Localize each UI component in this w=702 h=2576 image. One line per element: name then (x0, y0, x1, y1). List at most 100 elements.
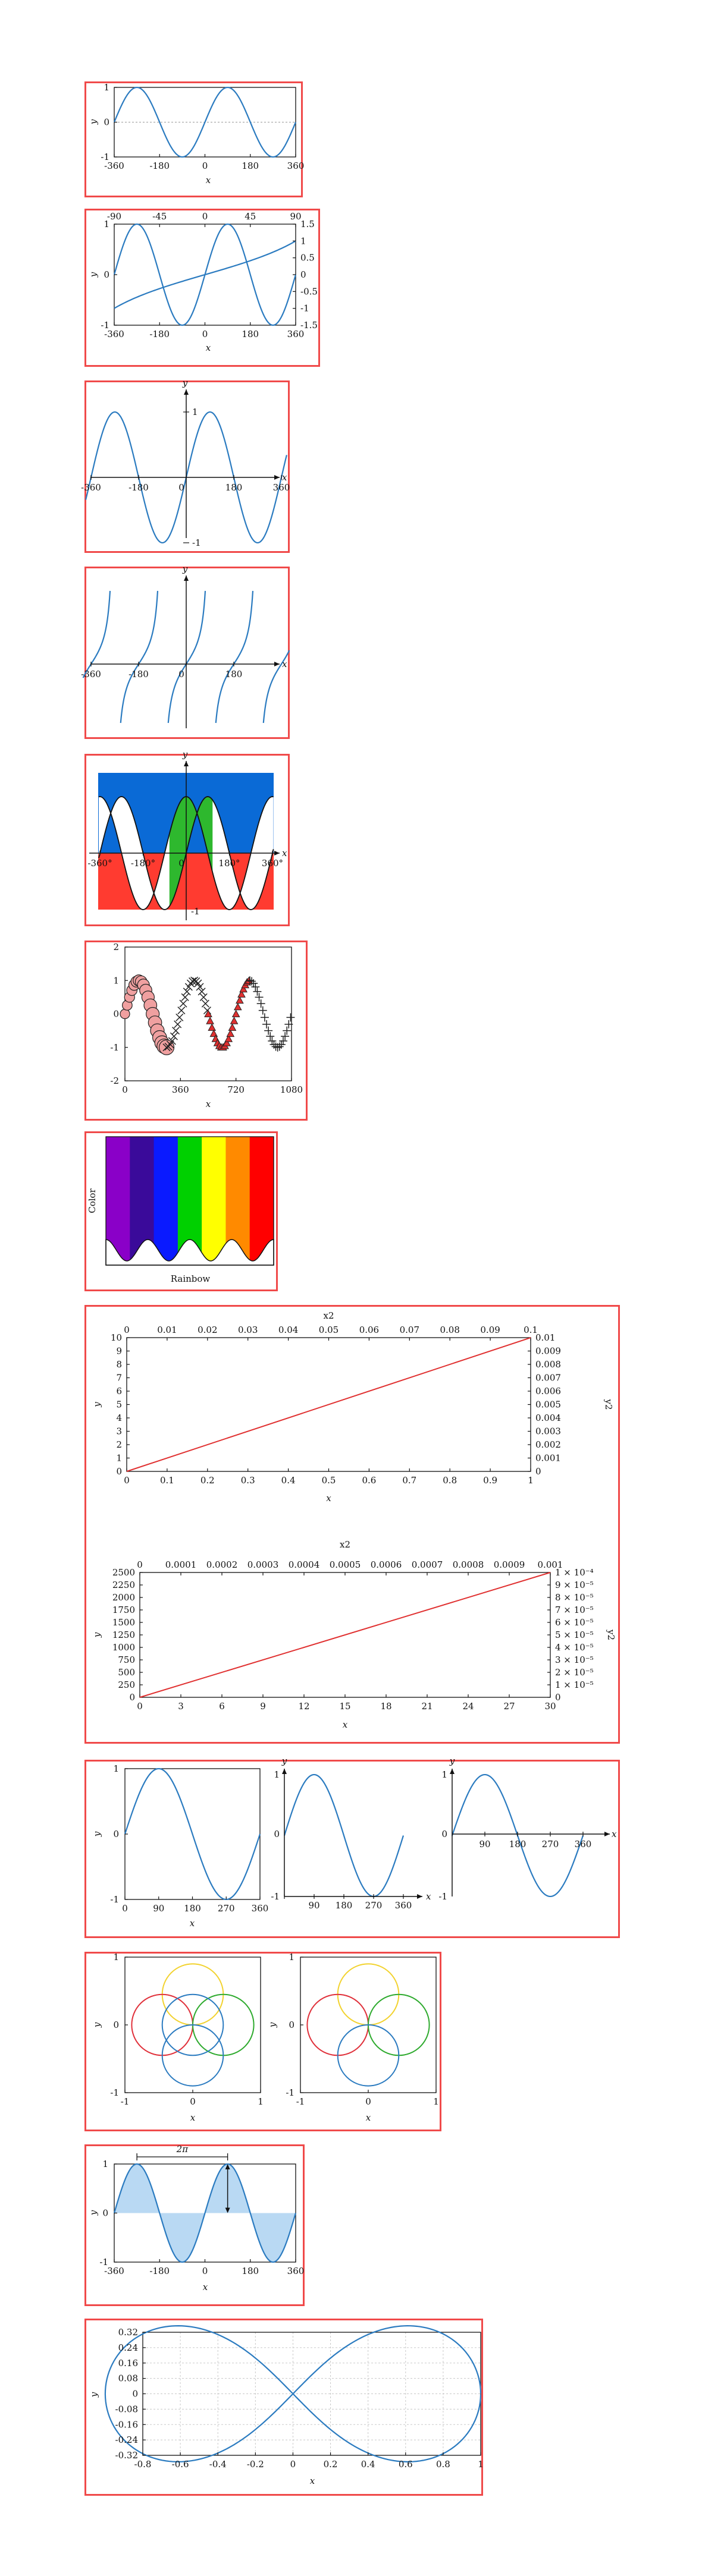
tick-label: -1 (438, 1891, 447, 1902)
amplitude-arrowhead-bottom (225, 2207, 230, 2213)
tick-label: -1 (110, 1894, 119, 1905)
tick-label: -1 (286, 2087, 294, 2098)
y2-tick-label: 5 × 10⁻⁵ (555, 1630, 594, 1640)
tick-label: -0.6 (172, 2459, 189, 2470)
triangle-marker (226, 1029, 235, 1037)
circle-shape (337, 2024, 400, 2087)
x2-tick-label: 0.1 (524, 1325, 538, 1335)
tick-label: 0.3 (241, 1475, 255, 1486)
circle-shape (161, 1993, 224, 2056)
x2-tick-label: 0.01 (157, 1325, 177, 1335)
y2-tick-label: 0.001 (535, 1453, 561, 1464)
x2-tick-label: 0.0005 (330, 1559, 361, 1570)
y2-tick-label: -1.5 (300, 320, 318, 331)
panel-lemniscate (84, 2319, 483, 2496)
tick-label: -180 (149, 2266, 170, 2276)
tick-label: -1 (191, 906, 200, 917)
y-axis-label: y (281, 1756, 287, 1766)
linear-series (139, 1572, 551, 1698)
x2-tick-label: -90 (107, 211, 121, 222)
tick-label: 0 (202, 2266, 208, 2276)
panel-sine-centered (84, 380, 290, 553)
tick-label: 1 (289, 1952, 294, 1962)
cross-marker (170, 1032, 178, 1040)
y2-tick-label: 6 × 10⁻⁵ (555, 1617, 594, 1628)
x2-tick-label: 0.02 (198, 1325, 217, 1335)
tick-label: 0 (124, 1475, 130, 1486)
y2-tick-label: -0.5 (300, 286, 318, 297)
linear-series (126, 1337, 531, 1472)
x2-axis-label: x2 (340, 1539, 350, 1550)
y2-tick-label: 1 × 10⁻⁴ (555, 1567, 594, 1578)
x-axis-label: x (206, 175, 211, 185)
y-axis-label: y (88, 119, 99, 125)
tick-label: 0 (122, 1084, 128, 1095)
y-axis-label: y (89, 2392, 99, 2398)
x-axis-label: x (343, 1719, 348, 1730)
tangent-branch (82, 590, 111, 678)
tick-label: 0.2 (324, 2459, 338, 2470)
y-axis-label: y (88, 272, 99, 278)
cross-marker (199, 993, 208, 1001)
sine-curve-framed (124, 1767, 261, 1901)
triangle-marker (228, 1023, 237, 1031)
tick-label: 9 (260, 1701, 266, 1712)
tick-label: 180 (225, 669, 243, 680)
tick-label: 0.24 (118, 2342, 138, 2353)
tick-label: 1 (116, 1453, 122, 1464)
tick-label: 3 (178, 1701, 184, 1712)
y2-tick-label: 0.01 (535, 1332, 555, 1343)
tick-label: 0.8 (436, 2459, 450, 2470)
tick-label: 1 (258, 2096, 264, 2107)
triangle-marker (231, 1009, 240, 1017)
circle-shape (306, 1993, 369, 2056)
tick-label: 0.16 (118, 2358, 138, 2369)
x2-tick-label: 0 (124, 1325, 130, 1335)
tick-label: 0 (116, 1466, 122, 1477)
tick-label: 720 (227, 1084, 245, 1095)
tick-label: 180 (225, 482, 243, 493)
tick-label: 0 (129, 1692, 135, 1703)
x2-axis-label: x2 (323, 1310, 334, 1321)
period-annotation: 2π (176, 2144, 189, 2154)
sine-curve (113, 86, 297, 158)
tick-label: 90 (308, 1900, 319, 1911)
tick-label: -360 (104, 329, 124, 339)
tick-label: -180 (149, 329, 170, 339)
tick-label: 1 (478, 2459, 484, 2470)
tick-label: -0.2 (247, 2459, 264, 2470)
tick-label: 0 (113, 2020, 119, 2030)
y-axis-arrow (184, 575, 189, 581)
y2-tick-label: 9 × 10⁻⁵ (555, 1580, 594, 1590)
tick-label: 27 (503, 1701, 515, 1712)
y-axis-label: y (182, 749, 188, 760)
x-axis-arrow (274, 851, 280, 855)
y2-tick-label: 0.009 (535, 1346, 561, 1357)
tick-label: -0.32 (115, 2450, 138, 2461)
x2-tick-label: 0.001 (538, 1559, 563, 1570)
tick-label: 0.4 (281, 1475, 296, 1486)
tick-label: 0.32 (118, 2327, 138, 2338)
tick-label: 18 (380, 1701, 391, 1712)
tick-label: 750 (118, 1655, 135, 1665)
cross-marker (174, 1020, 182, 1028)
tick-label: 0.8 (443, 1475, 457, 1486)
panel-sine (84, 81, 303, 197)
tick-label: -1 (110, 1042, 119, 1053)
tick-label: -1 (110, 2087, 119, 2098)
cross-marker (162, 1043, 171, 1052)
tick-label: 3 (116, 1426, 122, 1437)
x-axis-label: x (206, 342, 211, 353)
x2-tick-label: 0.0001 (165, 1559, 197, 1570)
tick-label: 0.4 (361, 2459, 375, 2470)
x2-tick-label: 0.0007 (412, 1559, 443, 1570)
tick-label: 180 (242, 329, 259, 339)
y2-tick-label: 1.5 (300, 219, 315, 229)
tick-label: 1750 (112, 1605, 135, 1615)
circle-shape (161, 2024, 224, 2087)
rainbow-band (202, 1137, 226, 1265)
plot-frame (105, 1136, 274, 1266)
x-axis-label: x (326, 1493, 331, 1504)
y2-tick-label: 0.006 (535, 1386, 561, 1396)
